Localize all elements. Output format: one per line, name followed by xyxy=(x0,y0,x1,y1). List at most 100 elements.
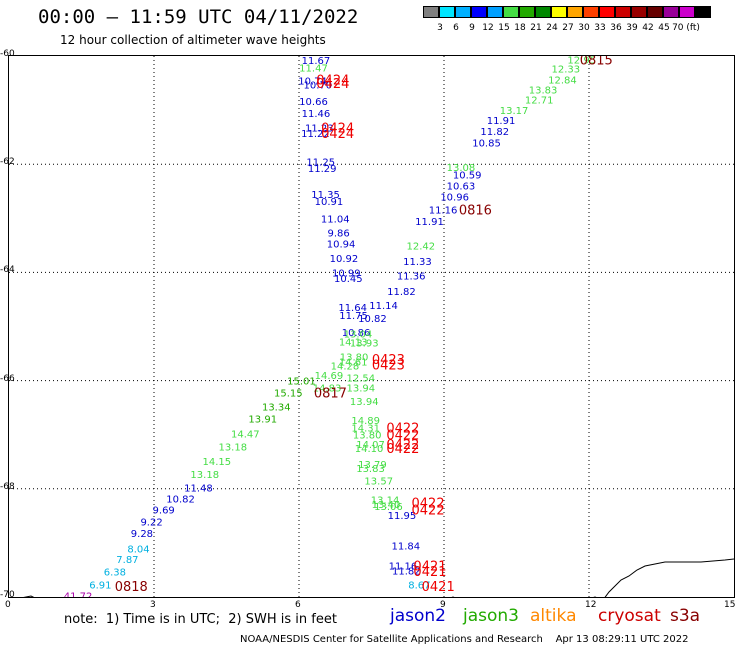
wave-height-label: 8.04 xyxy=(127,544,149,555)
wave-height-label: 11.25 xyxy=(306,157,335,168)
wave-height-label: 11.48 xyxy=(184,484,213,495)
wave-height-label: 11.84 xyxy=(391,542,420,553)
pass-time-label: 0422 xyxy=(386,438,419,453)
wave-height-label: 14.89 xyxy=(351,416,380,427)
colorbar-swatch xyxy=(631,6,647,18)
wave-height-label: 13.08 xyxy=(447,163,476,174)
wave-height-label: 11.82 xyxy=(480,127,509,138)
colorbar-label: 18 xyxy=(514,23,526,33)
wave-height-label: 10.82 xyxy=(358,314,387,325)
pass-time-label: 0421 xyxy=(413,565,446,580)
wave-height-label: 6.91 xyxy=(89,581,111,592)
timestamp-text: Apr 13 08:29:11 UTC 2022 xyxy=(555,634,689,645)
colorbar-label: 33 xyxy=(594,23,606,33)
satellite-legend-altika: altika xyxy=(530,606,577,626)
wave-height-label: 13.18 xyxy=(190,470,219,481)
colorbar-swatch xyxy=(695,6,711,18)
x-tick-label: 3 xyxy=(150,600,156,610)
wave-height-label: 11.35 xyxy=(311,190,340,201)
pass-time-label: 0816 xyxy=(459,204,492,219)
wave-height-label: 11.33 xyxy=(403,257,432,268)
wave-height-label: 10.92 xyxy=(330,254,359,265)
pass-time-label: 0421 xyxy=(422,580,455,595)
wave-height-label: 12.95 xyxy=(567,56,596,66)
wave-height-label: 11.75 xyxy=(339,311,368,322)
colorbar-label: 42 xyxy=(642,23,654,33)
colorbar-swatch xyxy=(471,6,487,18)
colorbar-swatch xyxy=(583,6,599,18)
colorbar-swatch xyxy=(647,6,663,18)
wave-height-label: 11.14 xyxy=(369,301,398,312)
pass-time-label: 0424 xyxy=(321,121,354,136)
wave-height-label: 11.47 xyxy=(299,63,328,74)
pass-time-label: 0421 xyxy=(413,560,446,575)
wave-height-label: 13.17 xyxy=(500,106,529,117)
wave-height-label: 12.42 xyxy=(406,241,435,252)
wave-height-label: 13.04 xyxy=(344,330,373,341)
wave-height-label: 14.15 xyxy=(203,457,232,468)
pass-time-label: 0818 xyxy=(115,580,148,595)
wave-height-label: 14.61 xyxy=(339,358,368,369)
footer-credit: NOAA/NESDIS Center for Satellite Applica… xyxy=(240,634,689,645)
colorbar-label: 9 xyxy=(469,23,475,33)
wave-height-label: 12.54 xyxy=(347,373,376,384)
wave-height-label: 9.86 xyxy=(328,228,350,239)
wave-height-label: 14.47 xyxy=(231,430,260,441)
wave-height-label: 11.22 xyxy=(301,129,330,140)
wave-height-label: 13.83 xyxy=(356,464,385,475)
wave-height-label: 13.79 xyxy=(358,460,387,471)
wave-height-label: 11.82 xyxy=(392,566,421,577)
wave-height-label: 7.87 xyxy=(116,555,138,566)
wave-height-label: 14.13 xyxy=(339,338,368,349)
wave-height-label: 10.99 xyxy=(332,268,361,279)
wave-height-label: 10.45 xyxy=(334,274,363,285)
colorbar-label: 27 xyxy=(562,23,574,33)
colorbar-swatch xyxy=(679,6,695,18)
wave-height-label: 9.28 xyxy=(131,529,153,540)
colorbar-swatch xyxy=(455,6,471,18)
colorbar-swatch xyxy=(439,6,455,18)
satellite-legend-jason2: jason2 xyxy=(390,606,446,626)
wave-height-label: 11.16 xyxy=(389,562,418,573)
wave-height-label: 12.84 xyxy=(548,75,577,86)
wave-height-label: 13.34 xyxy=(262,403,291,414)
pass-time-label: 0422 xyxy=(412,496,445,511)
y-tick-label: -68 xyxy=(0,481,15,492)
colorbar-label: 15 xyxy=(498,23,510,33)
wave-height-label: 12.71 xyxy=(525,95,554,106)
pass-time-label: 0424 xyxy=(316,73,349,88)
colorbar-label: 3 xyxy=(437,23,443,33)
wave-height-label: 13.94 xyxy=(350,397,379,408)
wave-height-label: 10.85 xyxy=(472,139,501,150)
pass-time-label: 0422 xyxy=(412,503,445,518)
wave-height-label: 13.94 xyxy=(347,384,376,395)
wave-height-label: 11.16 xyxy=(429,206,458,217)
wave-height-label: 14.69 xyxy=(315,371,344,382)
x-tick-label: 9 xyxy=(440,600,446,610)
satellite-legend-cryosat: cryosat xyxy=(598,606,661,626)
map-title: 00:00 – 11:59 UTC 04/11/2022 xyxy=(38,6,359,28)
wave-height-label: 11.64 xyxy=(338,303,367,314)
wave-height-label: 10.91 xyxy=(315,197,344,208)
colorbar-label: 45 xyxy=(658,23,670,33)
wave-height-label: 11.91 xyxy=(487,116,516,127)
wave-height-label: 13.80 xyxy=(340,352,369,363)
wave-height-label: 14.10 xyxy=(355,444,384,455)
pass-time-label: 0817 xyxy=(314,387,347,402)
wave-height-label: 13.83 xyxy=(529,86,558,97)
wave-height-label: 41.72 xyxy=(64,591,93,597)
wave-height-label: 10.94 xyxy=(327,240,356,251)
coastline xyxy=(23,558,734,597)
wave-height-label: 10.82 xyxy=(166,495,195,506)
wave-height-label: 11.36 xyxy=(397,272,426,283)
x-tick-label: 15 xyxy=(724,600,736,610)
y-tick-label: -60 xyxy=(0,49,15,59)
pass-time-label: 0424 xyxy=(321,127,354,142)
wave-height-label: 13.91 xyxy=(248,414,277,425)
wave-height-label: 8.67 xyxy=(408,581,430,592)
wave-height-label: 13.14 xyxy=(371,496,400,507)
light-green-track: 12.9512.3312.8413.8312.7113.1713.0812.42… xyxy=(190,56,596,513)
